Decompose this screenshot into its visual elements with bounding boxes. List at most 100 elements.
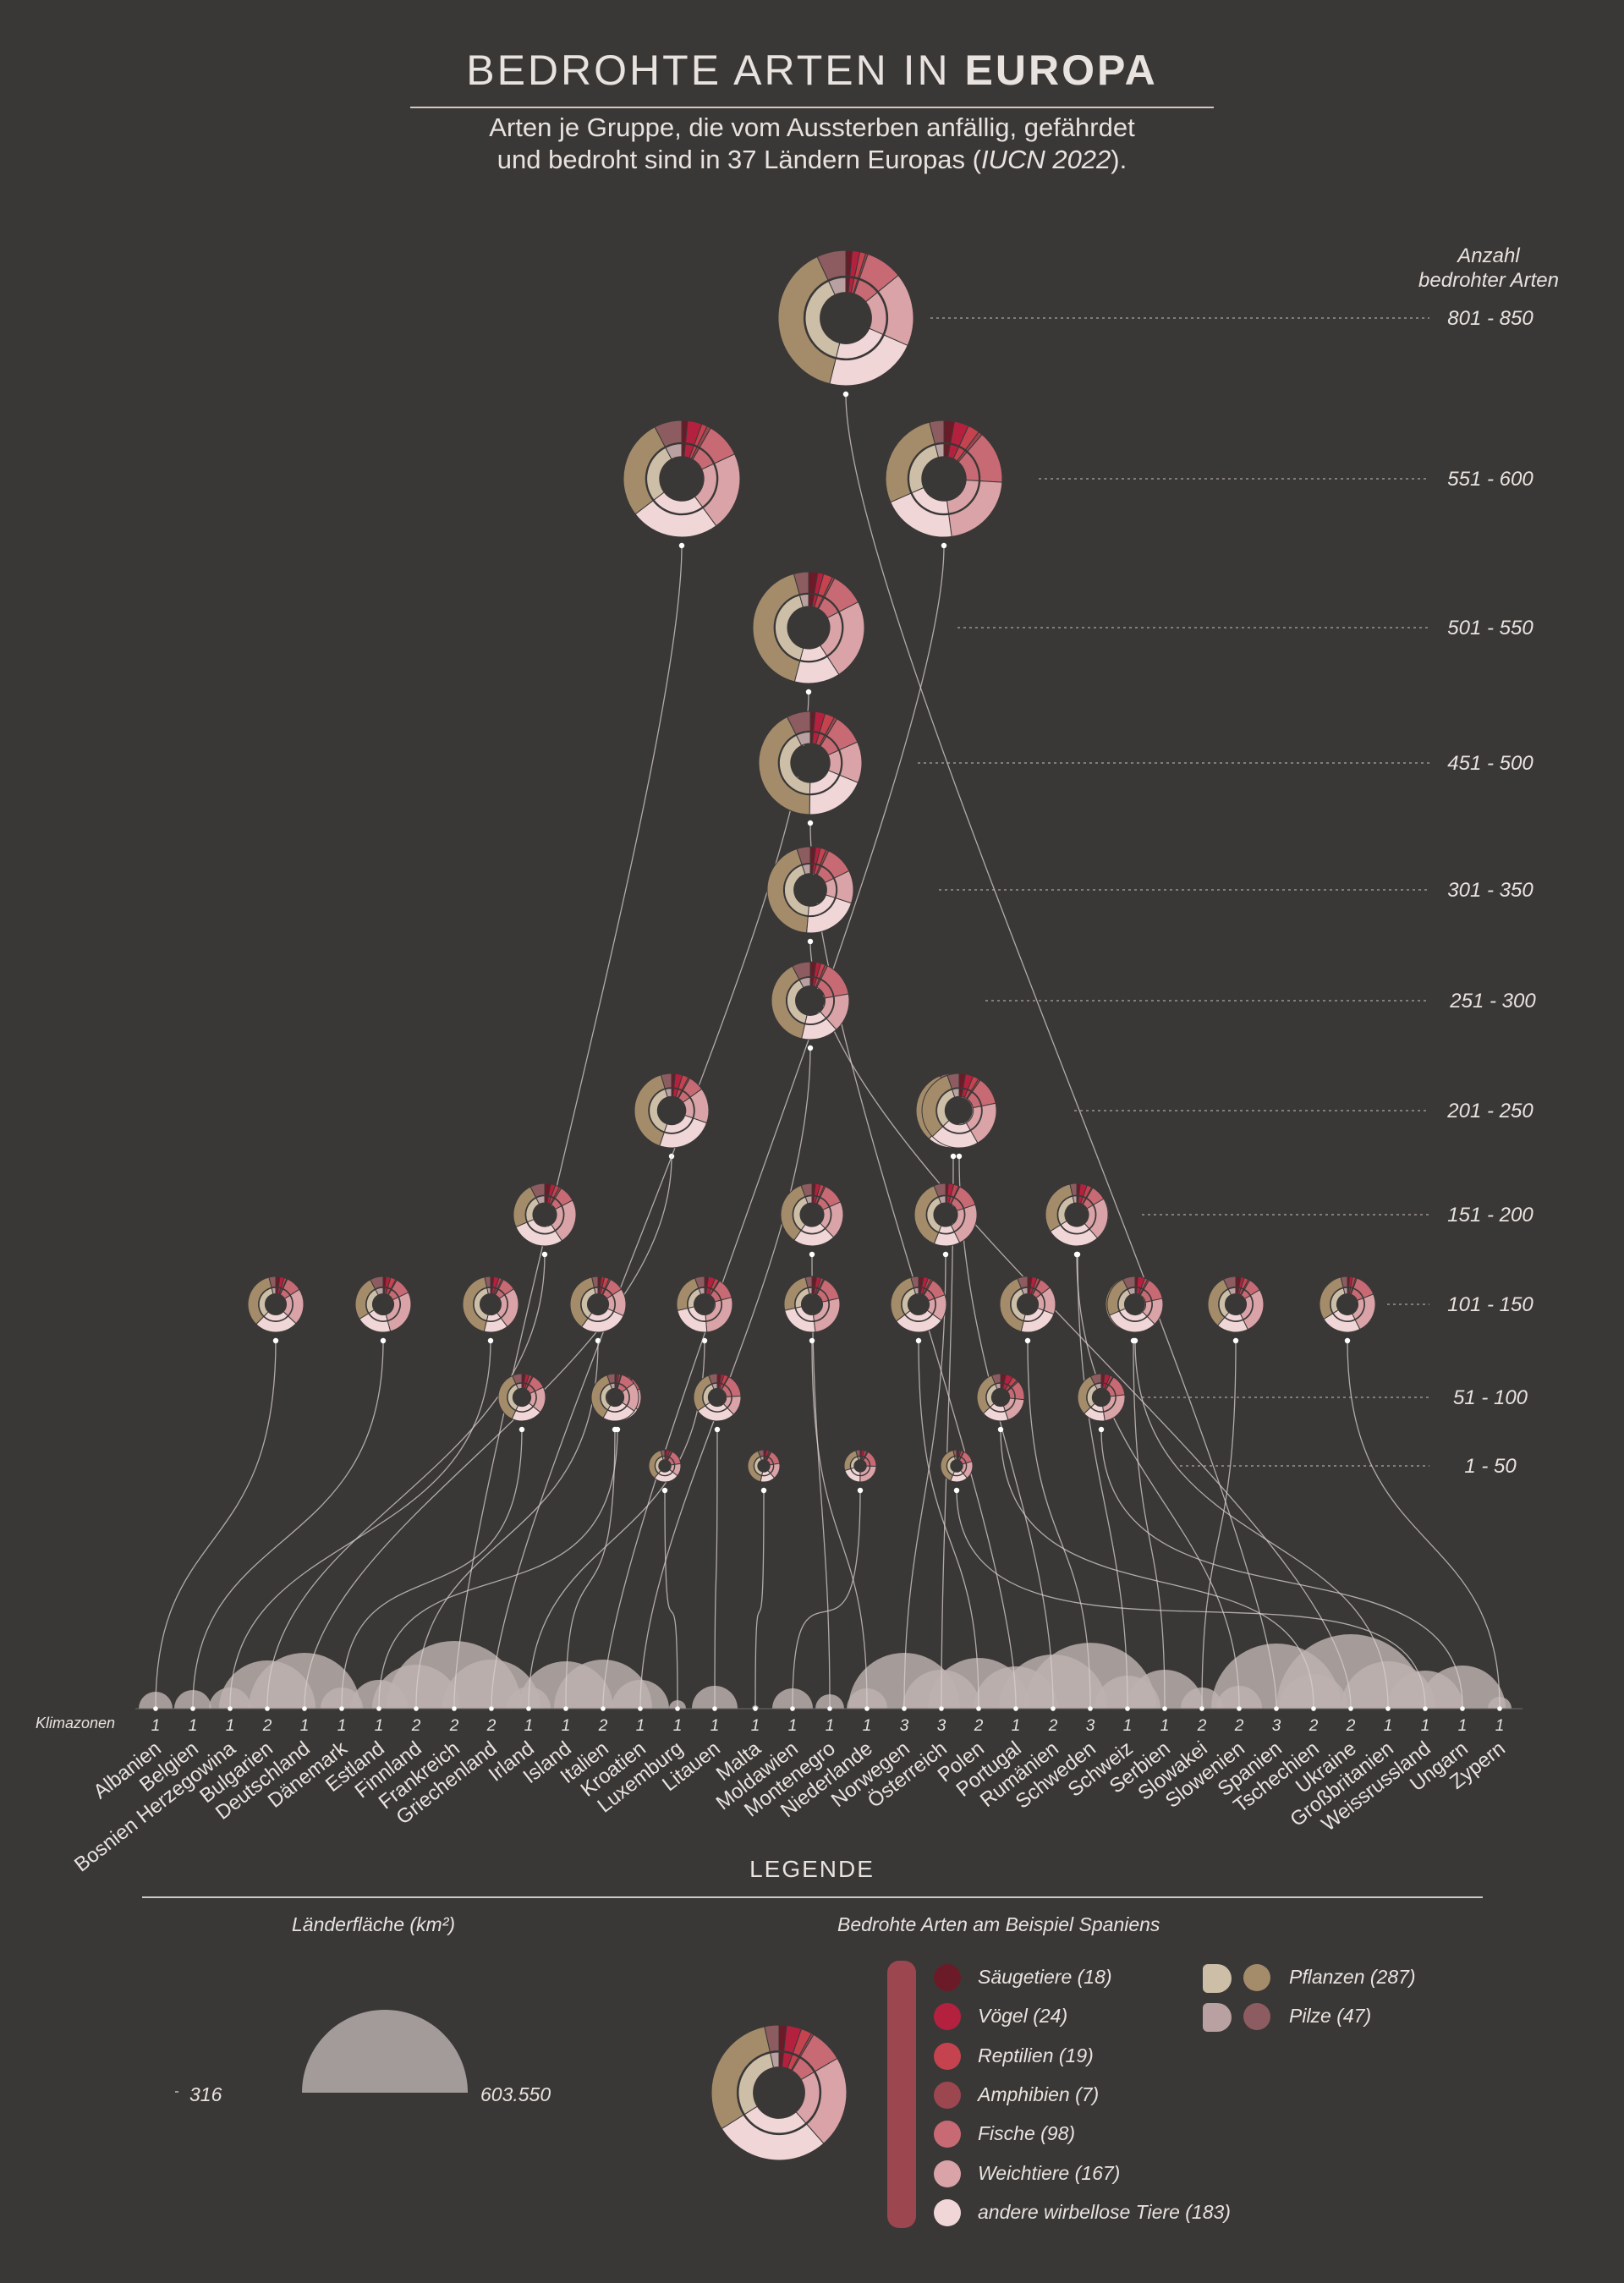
baseline-point (414, 1706, 419, 1711)
donut-norwegen (914, 1183, 978, 1247)
donut-italien (885, 420, 1003, 538)
connection-belgien (192, 1340, 384, 1708)
klimazonen-value-italien: 2 (598, 1717, 608, 1735)
donut-hole (946, 1097, 973, 1124)
connection-spanien (845, 393, 1277, 1708)
baseline-point (939, 1706, 944, 1711)
connection-endpoint (272, 1337, 279, 1344)
baseline-point (1274, 1706, 1279, 1711)
klimazonen-value-kroatien: 1 (636, 1717, 645, 1735)
donut-inner-segment-pilze (661, 1456, 666, 1461)
baseline-point (601, 1706, 606, 1711)
donut-hole (792, 744, 829, 782)
donut-hole (1065, 1203, 1089, 1227)
donut-kroatien (771, 961, 850, 1040)
donut-inner-segment-pilze (698, 1287, 705, 1295)
donut-segment-pilze (1122, 1276, 1136, 1290)
donut-griechenland (752, 571, 865, 684)
connection-luxemburg (664, 1490, 678, 1708)
donut-segment-pilze (591, 1276, 599, 1288)
donut-segment-pilze (929, 420, 945, 445)
donut-hole (606, 1388, 624, 1407)
donut-segment-pilze (793, 571, 809, 595)
connection-rumaenien (958, 1155, 1054, 1708)
baseline-point (753, 1706, 758, 1711)
donut-hole (788, 607, 829, 648)
klimazonen-value-luxemburg: 1 (673, 1717, 683, 1735)
klimazonen-value-rumaenien: 2 (1048, 1717, 1058, 1735)
donut-segment-pilze (786, 711, 811, 735)
donut-ukraine (766, 846, 854, 934)
connection-endpoint (714, 1426, 721, 1433)
legend-label-2: Reptilien (19) (978, 2044, 1094, 2066)
connection-endpoint (941, 542, 947, 549)
donut-malta (747, 1449, 781, 1483)
donut-ungarn (1077, 1373, 1126, 1422)
klimazonen-value-malta: 1 (751, 1717, 760, 1735)
klimazonen-value-slowakei: 2 (1197, 1717, 1207, 1735)
connection-endpoint (956, 1153, 963, 1160)
donut-hole (951, 1460, 963, 1472)
klimazonen-label: Klimazonen (36, 1715, 115, 1731)
donut-hole (1018, 1294, 1038, 1314)
title-light: BEDROHTE ARTEN IN (466, 47, 951, 94)
donut-albanien (247, 1276, 304, 1333)
donut-slowakei (1207, 1276, 1265, 1333)
connection-weissrussland (956, 1490, 1426, 1708)
klimazonen-value-tschechien: 2 (1309, 1717, 1319, 1735)
donut-segment-pilze (990, 1373, 1001, 1385)
range-label: 151 - 200 (1447, 1204, 1533, 1227)
klimazonen-value-slowenien: 2 (1234, 1717, 1244, 1735)
klimazonen-value-spanien: 3 (1272, 1717, 1281, 1735)
donut-niederlande (783, 1276, 841, 1333)
klimazonen-value-belgien: 1 (189, 1717, 198, 1735)
donut-hole (796, 986, 825, 1015)
baseline-point (790, 1706, 795, 1711)
connection-norwegen (903, 1254, 946, 1708)
donut-segment-pilze (764, 2024, 780, 2053)
donut-segment-pilze (1222, 1276, 1237, 1290)
donut-hole (533, 1203, 557, 1227)
donut-rumaenien (921, 1073, 997, 1149)
connection-grossbritanien (1134, 1340, 1389, 1708)
connection-endpoint (807, 938, 814, 945)
donut-segment-pilze (529, 1183, 546, 1199)
baseline-point (228, 1706, 233, 1711)
connection-montenegro (811, 1254, 831, 1708)
klimazonen-value-weissrussland: 1 (1421, 1717, 1430, 1735)
connection-griechenland (491, 691, 809, 1708)
range-label: 201 - 250 (1446, 1100, 1533, 1122)
connection-endpoint (997, 1426, 1004, 1433)
donut-hole (802, 1294, 822, 1314)
donut-hole (794, 874, 826, 906)
klimazonen-value-moldawien: 1 (788, 1717, 798, 1735)
donut-hole (908, 1294, 929, 1314)
connection-endpoint (1344, 1337, 1351, 1344)
donut-tschechien (976, 1373, 1025, 1422)
baseline-point (339, 1706, 344, 1711)
donut-inner-segment-pilze (807, 1287, 813, 1295)
donut-luxemburg (648, 1449, 682, 1483)
connection-endpoint (805, 689, 812, 695)
donut-inner-segment-pilze (609, 1382, 616, 1390)
klimazonen-value-irland: 1 (524, 1717, 534, 1735)
donut-inner-segment-pilze (664, 1088, 672, 1098)
legend-swatch-6 (934, 2198, 961, 2226)
connection-niederlande (811, 1340, 868, 1708)
connection-ukraine (809, 941, 1352, 1708)
donut-segment-pflanzen (758, 716, 810, 815)
donut-inner-segment-pilze (1127, 1287, 1136, 1296)
donut-hole (708, 1388, 727, 1407)
donut-inner-segment-pilze (857, 1456, 861, 1461)
klimazonen-value-daenemark: 1 (337, 1717, 347, 1735)
donut-hole (754, 2068, 804, 2117)
connection-endpoint (1132, 1337, 1138, 1344)
donut-hole (800, 1203, 824, 1227)
donut-inner-segment-pilze (271, 1287, 277, 1295)
klimazonen-value-frankreich: 2 (449, 1717, 459, 1735)
baseline-point (1051, 1706, 1056, 1711)
donut-segment-pflanzen (752, 573, 801, 683)
donut-inner-segment-pilze (711, 1382, 718, 1390)
klimazonen-value-montenegro: 1 (826, 1717, 835, 1735)
klimazonen-value-niederlande: 1 (863, 1717, 872, 1735)
